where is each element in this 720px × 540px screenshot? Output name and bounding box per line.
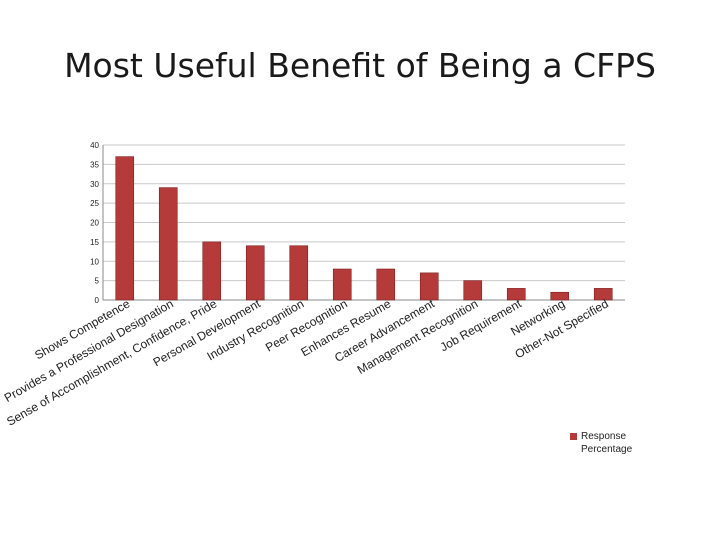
bar-4 bbox=[289, 245, 309, 301]
bar-10 bbox=[550, 291, 570, 301]
y-tick-label: 15 bbox=[90, 238, 99, 247]
y-tick-label: 0 bbox=[95, 296, 100, 305]
y-tick-label: 30 bbox=[90, 180, 99, 189]
bar-3 bbox=[245, 245, 265, 301]
y-tick-label: 10 bbox=[90, 257, 99, 266]
y-tick-label: 40 bbox=[90, 141, 99, 150]
x-tick-label: Provides a Professional Designation bbox=[2, 296, 176, 405]
y-tick-label: 5 bbox=[95, 277, 100, 286]
slide-title: Most Useful Benefit of Being a CFPS bbox=[64, 46, 656, 85]
bar-8 bbox=[463, 280, 483, 301]
y-tick-label: 20 bbox=[90, 219, 99, 228]
bar-7 bbox=[419, 272, 439, 301]
legend-label: Response Percentage bbox=[581, 431, 633, 455]
y-tick-label: 25 bbox=[90, 199, 99, 208]
bar-0 bbox=[115, 156, 135, 301]
bar-11 bbox=[593, 288, 613, 301]
bar-9 bbox=[506, 288, 526, 301]
bar-6 bbox=[376, 268, 396, 301]
bar-2 bbox=[202, 241, 222, 301]
bar-1 bbox=[158, 187, 178, 301]
bar-5 bbox=[332, 268, 352, 301]
legend-swatch bbox=[570, 433, 577, 440]
y-tick-label: 35 bbox=[90, 160, 99, 169]
